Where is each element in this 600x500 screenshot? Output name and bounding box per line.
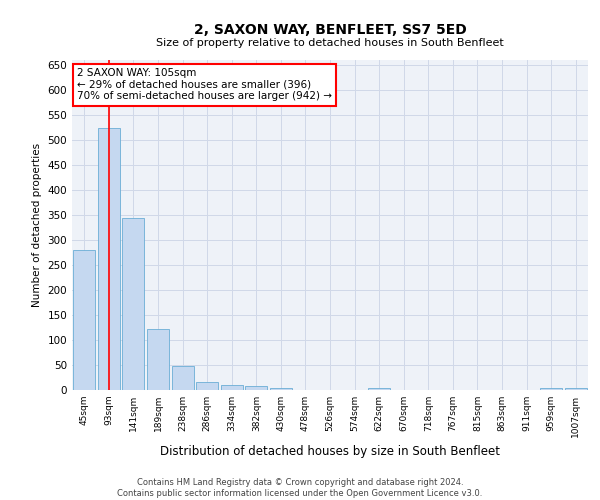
Bar — [245, 386, 268, 390]
Bar — [147, 329, 169, 390]
Bar — [565, 388, 587, 390]
Bar — [172, 366, 194, 390]
Bar — [270, 388, 292, 390]
Bar — [98, 128, 120, 390]
Text: Size of property relative to detached houses in South Benfleet: Size of property relative to detached ho… — [156, 38, 504, 48]
Bar — [196, 382, 218, 390]
Y-axis label: Number of detached properties: Number of detached properties — [32, 143, 42, 307]
Bar — [368, 388, 390, 390]
Bar — [122, 218, 145, 390]
Text: 2 SAXON WAY: 105sqm
← 29% of detached houses are smaller (396)
70% of semi-detac: 2 SAXON WAY: 105sqm ← 29% of detached ho… — [77, 68, 332, 102]
X-axis label: Distribution of detached houses by size in South Benfleet: Distribution of detached houses by size … — [160, 446, 500, 458]
Bar — [540, 388, 562, 390]
Text: Contains HM Land Registry data © Crown copyright and database right 2024.
Contai: Contains HM Land Registry data © Crown c… — [118, 478, 482, 498]
Text: 2, SAXON WAY, BENFLEET, SS7 5ED: 2, SAXON WAY, BENFLEET, SS7 5ED — [194, 22, 466, 36]
Bar — [73, 250, 95, 390]
Bar — [221, 385, 243, 390]
